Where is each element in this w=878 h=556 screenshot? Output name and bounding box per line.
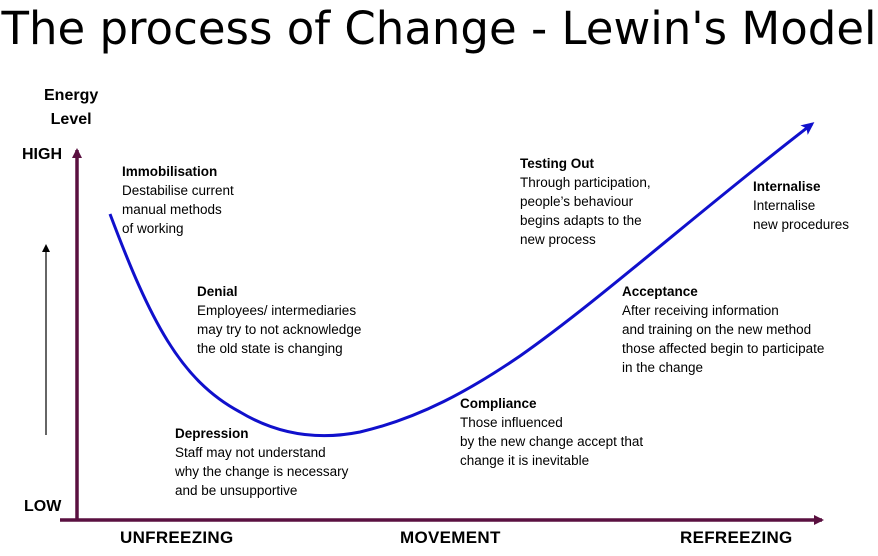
stage-text-line: Staff may not understand [175, 445, 326, 460]
diagram-title: The process of Change - Lewin's Model [1, 2, 877, 55]
phase-unfreezing: UNFREEZING [120, 528, 234, 547]
stage-text-line: and be unsupportive [175, 483, 298, 498]
stage-text-line: After receiving information [622, 303, 779, 318]
stage-text-line: Internalise [753, 198, 816, 213]
stage-text-line: and training on the new method [622, 322, 812, 337]
stage-internalise: Internalise Internalise new procedures [753, 177, 849, 234]
stage-text-line: may try to not acknowledge [197, 322, 362, 337]
stage-immobilisation: Immobilisation Destabilise current manua… [122, 162, 234, 238]
stage-text-line: change it is inevitable [460, 453, 590, 468]
stage-text-line: manual methods [122, 202, 222, 217]
stage-text-line: Destabilise current [122, 183, 234, 198]
stage-depression: Depression Staff may not understand why … [175, 424, 348, 500]
stage-text-line: in the change [622, 360, 704, 375]
stage-text-line: why the change is necessary [175, 464, 349, 479]
stage-title: Immobilisation [122, 164, 218, 179]
phase-movement: MOVEMENT [400, 528, 501, 547]
stage-text-line: Those influenced [460, 415, 563, 430]
stage-text-line: of working [122, 221, 184, 236]
y-axis-label: Energy Level [44, 84, 98, 132]
stage-denial: Denial Employees/ intermediaries may try… [197, 282, 361, 358]
stage-text-line: Through participation, [520, 175, 651, 190]
stage-compliance: Compliance Those influenced by the new c… [460, 394, 643, 470]
phase-refreezing: REFREEZING [680, 528, 793, 547]
stage-title: Acceptance [622, 284, 698, 299]
y-axis-low-label: LOW [24, 498, 62, 515]
stage-title: Denial [197, 284, 238, 299]
stage-title: Compliance [460, 396, 537, 411]
y-axis-label-line1: Energy [44, 87, 99, 104]
stage-testing-out: Testing Out Through participation, peopl… [520, 154, 651, 249]
y-axis-high-label: HIGH [22, 146, 62, 163]
stage-text-line: new process [520, 232, 596, 247]
stage-text-line: by the new change accept that [460, 434, 644, 449]
stage-text-line: begins adapts to the [520, 213, 642, 228]
stage-title: Depression [175, 426, 249, 441]
change-curve [108, 122, 815, 438]
stage-text-line: Employees/ intermediaries [197, 303, 357, 318]
stage-acceptance: Acceptance After receiving information a… [622, 282, 824, 377]
stage-text-line: people’s behaviour [520, 194, 634, 209]
stage-text-line: those affected begin to participate [622, 341, 825, 356]
stage-text-line: new procedures [753, 217, 850, 232]
stage-title: Internalise [753, 179, 821, 194]
stage-text-line: the old state is changing [197, 341, 343, 356]
y-axis-label-line2: Level [50, 111, 92, 128]
stage-title: Testing Out [520, 156, 594, 171]
